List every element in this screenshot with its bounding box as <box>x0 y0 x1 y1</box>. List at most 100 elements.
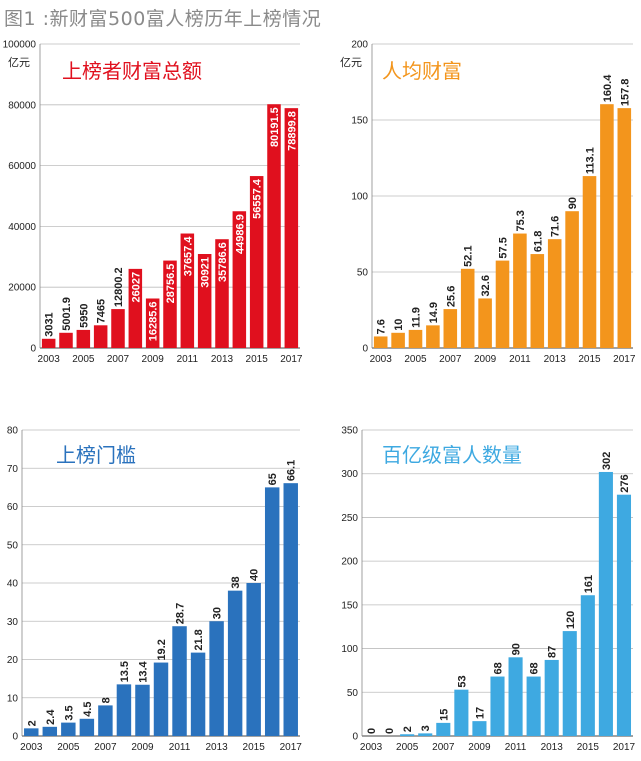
y-tick-label: 10 <box>7 693 19 704</box>
bar-value-label: 12800.2 <box>113 267 125 307</box>
bar-value-label: 5001.9 <box>61 297 73 331</box>
bar-value-label: 14.9 <box>428 302 440 323</box>
bar <box>508 657 523 736</box>
bar <box>209 621 224 736</box>
bar-value-label: 4.5 <box>82 701 94 716</box>
x-tick-label: 2017 <box>613 742 636 753</box>
bar <box>135 684 150 736</box>
bar <box>530 254 545 348</box>
bar-value-label: 113.1 <box>585 147 597 174</box>
bar-value-label: 17 <box>474 707 486 719</box>
bar-value-label: 68 <box>493 662 505 674</box>
chart-title: 百亿级富人数量 <box>382 443 522 467</box>
bar-value-label: 66.1 <box>286 460 298 481</box>
chart-title: 人均财富 <box>382 59 462 83</box>
bar <box>153 662 169 736</box>
x-tick-label: 2007 <box>439 354 462 365</box>
bar <box>98 705 113 736</box>
bar <box>580 595 595 736</box>
x-tick-label: 2011 <box>169 742 191 753</box>
bar-value-label: 2.4 <box>45 709 57 725</box>
bar <box>582 176 597 348</box>
bar-value-label: 7465 <box>96 299 108 323</box>
bar <box>565 211 579 348</box>
bar-value-label: 157.8 <box>619 79 631 107</box>
y-tick-label: 80 <box>7 426 19 437</box>
bar-value-label: 13.5 <box>119 661 131 682</box>
x-tick-label: 2011 <box>509 354 531 365</box>
x-tick-label: 2011 <box>505 742 527 753</box>
chart-title: 上榜门槛 <box>56 443 136 467</box>
figure-title: 图1 :新财富500富人榜历年上榜情况 <box>4 8 322 30</box>
y-tick-label: 50 <box>347 688 359 699</box>
bar-value-label: 30 <box>212 607 224 619</box>
bar-value-label: 160.4 <box>602 74 614 102</box>
bar <box>418 733 433 736</box>
x-tick-label: 2013 <box>211 354 234 365</box>
y-tick-label: 80000 <box>8 100 36 111</box>
bar <box>426 325 440 348</box>
x-tick-label: 2005 <box>396 742 419 753</box>
bar-value-label: 52.1 <box>463 245 475 266</box>
bar <box>267 104 281 349</box>
x-tick-label: 2009 <box>131 742 154 753</box>
x-tick-label: 2003 <box>360 742 383 753</box>
x-tick-label: 2005 <box>72 354 95 365</box>
bar <box>190 652 206 736</box>
bar-value-label: 38 <box>230 576 242 588</box>
bar-value-label: 13.4 <box>137 660 149 682</box>
y-tick-label: 250 <box>341 513 358 524</box>
y-unit-label: 亿元 <box>8 56 30 69</box>
x-tick-label: 2003 <box>38 354 61 365</box>
bar-value-label: 28756.5 <box>165 264 177 304</box>
bar <box>197 254 212 348</box>
bar-value-label: 37657.4 <box>182 236 194 277</box>
chart-total-wealth: 0 20000 40000 60000 80000 100000 亿元 3031 5001.9 5… <box>3 40 303 366</box>
bar <box>163 260 177 348</box>
bar <box>180 233 195 348</box>
bar-value-label: 21.8 <box>193 629 205 650</box>
bar-value-label: 87 <box>547 646 559 658</box>
y-tick-label: 100 <box>341 644 358 655</box>
bar <box>495 260 510 348</box>
x-tick-label: 2015 <box>246 354 269 365</box>
bar <box>617 108 632 348</box>
bar-value-label: 32.6 <box>480 275 492 296</box>
bar <box>616 494 632 736</box>
bar <box>172 626 187 736</box>
bar-value-label: 30921 <box>200 257 212 288</box>
x-tick-label: 2017 <box>280 354 303 365</box>
bar <box>598 471 613 736</box>
bar-value-label: 11.9 <box>411 307 423 328</box>
bar <box>128 268 143 348</box>
x-tick-label: 2009 <box>474 354 497 365</box>
bar <box>249 176 264 348</box>
bar <box>284 108 299 348</box>
bar-value-label: 26027 <box>130 272 142 303</box>
bar <box>513 233 527 348</box>
bar <box>79 718 95 736</box>
bar-value-label: 40 <box>249 569 261 581</box>
bar-value-label: 19.2 <box>156 639 168 660</box>
bar-value-label: 56557.4 <box>252 178 264 219</box>
x-tick-label: 2009 <box>142 354 165 365</box>
bar <box>460 268 475 348</box>
bar <box>408 329 423 348</box>
bar-value-label: 90 <box>567 197 579 209</box>
bar <box>391 332 405 348</box>
bar-value-label: 44986.9 <box>234 214 246 254</box>
chart-title: 上榜者财富总额 <box>62 59 202 83</box>
bar-value-label: 8 <box>100 697 112 703</box>
bar <box>61 722 76 736</box>
bar <box>93 325 108 348</box>
bar <box>436 722 451 736</box>
bar-value-label: 61.8 <box>532 231 544 252</box>
y-tick-label: 40000 <box>8 222 36 233</box>
bar-value-label: 3 <box>420 725 432 731</box>
y-tick-label: 200 <box>341 557 358 568</box>
bar-value-label: 276 <box>619 474 631 492</box>
bar <box>41 338 56 348</box>
x-tick-label: 2015 <box>578 354 601 365</box>
x-tick-label: 2017 <box>613 354 636 365</box>
bar <box>400 734 415 736</box>
